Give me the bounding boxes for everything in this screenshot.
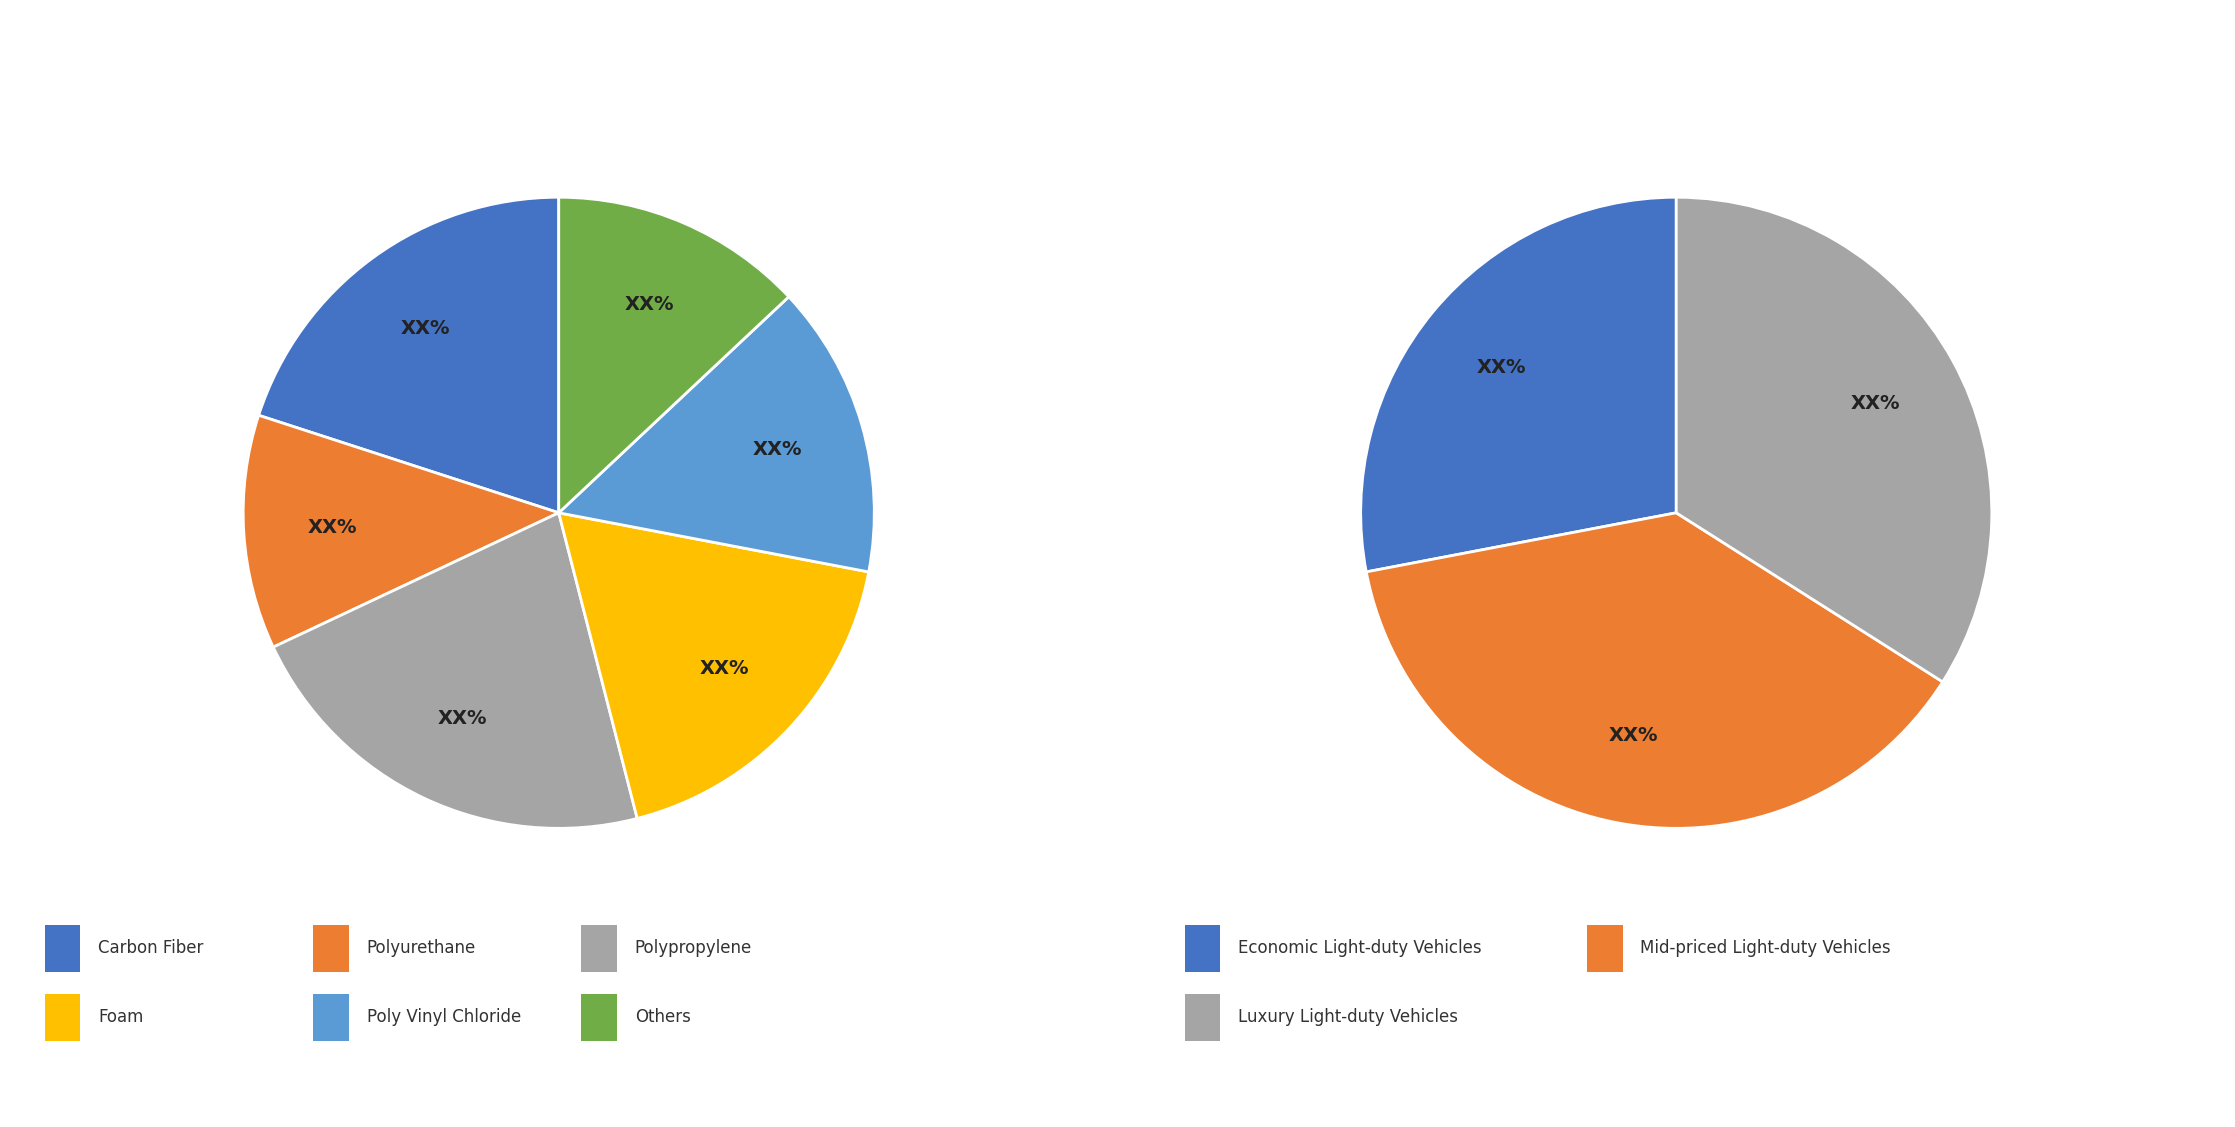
Text: Polyurethane: Polyurethane — [367, 939, 476, 957]
Wedge shape — [1366, 513, 1942, 828]
Text: XX%: XX% — [753, 440, 802, 459]
Text: Website: www.theindustrystats.com: Website: www.theindustrystats.com — [1822, 1082, 2190, 1099]
Text: Carbon Fiber: Carbon Fiber — [98, 939, 203, 957]
Text: XX%: XX% — [1609, 727, 1658, 745]
Bar — [313, 994, 349, 1040]
Text: XX%: XX% — [306, 517, 358, 536]
Text: Others: Others — [635, 1009, 691, 1026]
Bar — [1185, 994, 1220, 1040]
Wedge shape — [259, 197, 559, 513]
Wedge shape — [1361, 197, 1676, 571]
Text: XX%: XX% — [400, 319, 449, 338]
Wedge shape — [559, 296, 874, 571]
Bar — [313, 925, 349, 971]
Wedge shape — [244, 415, 559, 647]
Text: Economic Light-duty Vehicles: Economic Light-duty Vehicles — [1238, 939, 1482, 957]
Wedge shape — [559, 197, 789, 513]
Bar — [581, 994, 617, 1040]
Wedge shape — [273, 513, 637, 828]
Text: Luxury Light-duty Vehicles: Luxury Light-duty Vehicles — [1238, 1009, 1457, 1026]
Text: XX%: XX% — [624, 295, 673, 313]
Bar — [1185, 925, 1220, 971]
Wedge shape — [559, 513, 869, 818]
Text: Email: sales@theindustrystats.com: Email: sales@theindustrystats.com — [941, 1082, 1294, 1099]
Text: XX%: XX% — [1851, 393, 1900, 412]
Bar — [45, 925, 80, 971]
Text: Foam: Foam — [98, 1009, 143, 1026]
Text: XX%: XX% — [1477, 358, 1527, 378]
Bar — [1587, 925, 1623, 971]
Bar — [45, 994, 80, 1040]
Text: Polypropylene: Polypropylene — [635, 939, 751, 957]
Wedge shape — [1676, 197, 1991, 682]
Text: Poly Vinyl Chloride: Poly Vinyl Chloride — [367, 1009, 521, 1026]
Text: Fig. Global Automotive Encapsulation Market Share by Product Types & Application: Fig. Global Automotive Encapsulation Mar… — [40, 45, 1413, 73]
Text: Source: Theindustrystats Analysis: Source: Theindustrystats Analysis — [45, 1082, 391, 1099]
Text: XX%: XX% — [438, 709, 487, 728]
Bar — [581, 925, 617, 971]
Text: Mid-priced Light-duty Vehicles: Mid-priced Light-duty Vehicles — [1640, 939, 1891, 957]
Text: XX%: XX% — [700, 659, 749, 677]
